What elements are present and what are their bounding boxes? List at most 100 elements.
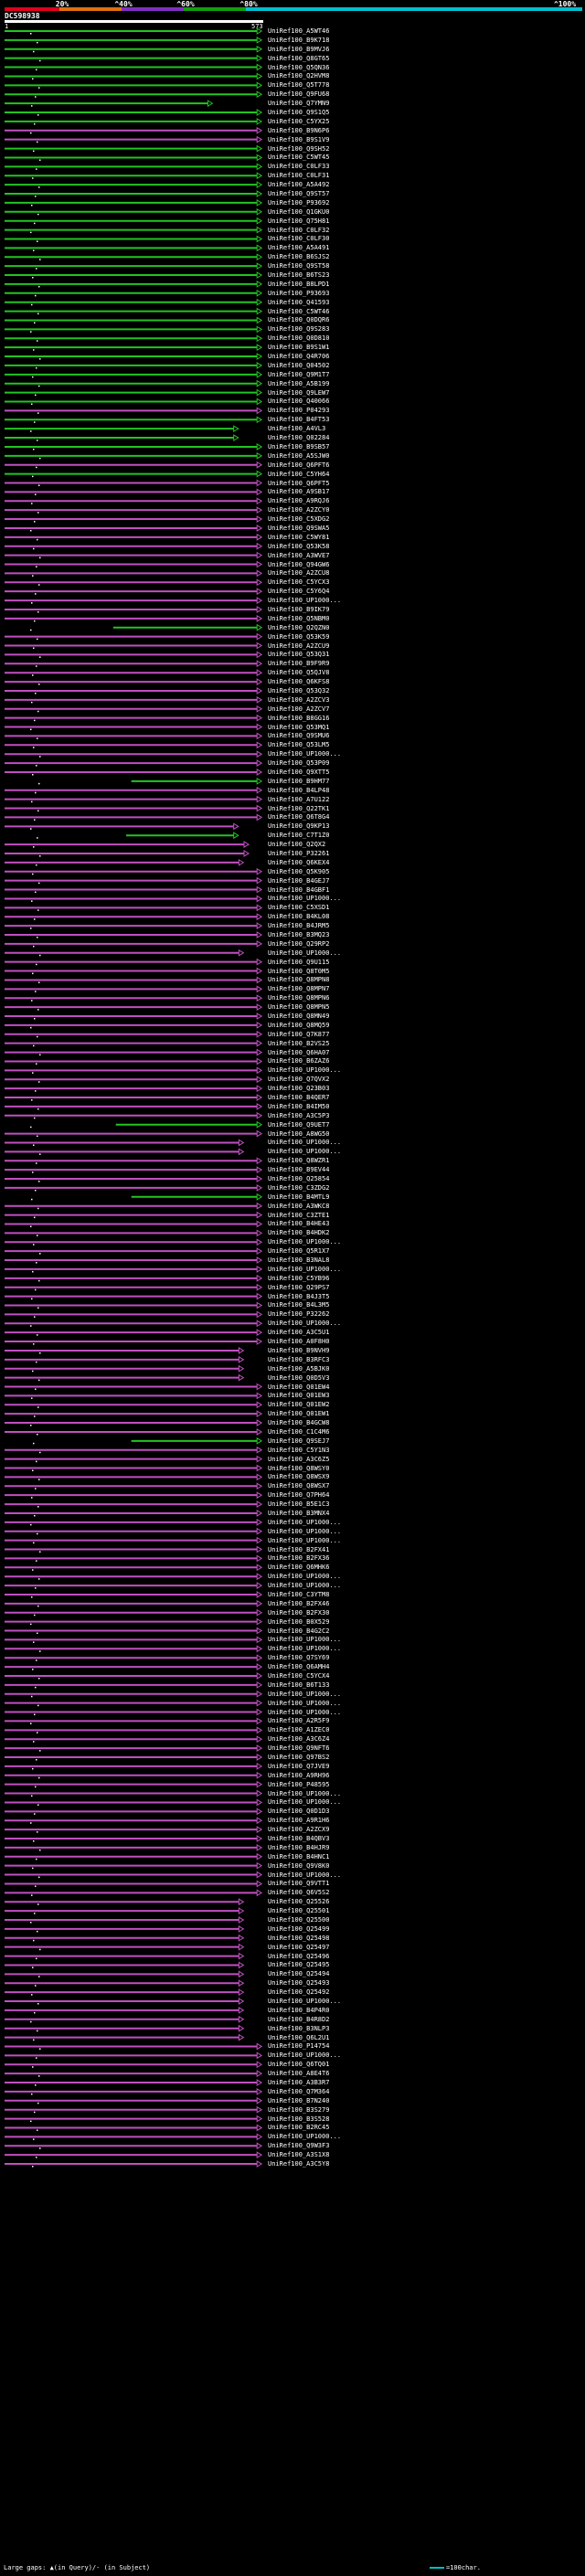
hit-label[interactable]: UniRef100_UP1000... [268, 1871, 342, 1879]
hit-label[interactable]: UniRef100_C0LF31 [268, 172, 330, 180]
hit-label[interactable]: UniRef100_UP1000... [268, 895, 342, 903]
hit-label[interactable]: UniRef100_UP1000... [268, 1066, 342, 1075]
hit-label[interactable]: UniRef100_B4HE43 [268, 1220, 330, 1228]
hit-label[interactable]: UniRef100_C7T1Z0 [268, 832, 330, 840]
hit-label[interactable]: UniRef100_A9SB17 [268, 488, 330, 496]
hit-label[interactable]: UniRef100_UP1000... [268, 597, 342, 605]
hit-label[interactable]: UniRef100_B9NVH9 [268, 1346, 330, 1354]
hit-label[interactable]: UniRef100_B9SB57 [268, 442, 330, 451]
hit-label[interactable]: UniRef100_Q01EW4 [268, 1383, 330, 1391]
hit-label[interactable]: UniRef100_A2ZCX9 [268, 1826, 330, 1834]
hit-label[interactable]: UniRef100_A2ZCY0 [268, 506, 330, 514]
hit-label[interactable]: UniRef100_Q6PFT6 [268, 461, 330, 469]
hit-label[interactable]: UniRef100_A4VL3 [268, 425, 326, 433]
hit-label[interactable]: UniRef100_P32261 [268, 849, 330, 857]
hit-label[interactable]: UniRef100_B3NLP3 [268, 2024, 330, 2032]
hit-label[interactable]: UniRef100_Q6HA07 [268, 1048, 330, 1056]
hit-label[interactable]: UniRef100_Q7QVX2 [268, 1076, 330, 1084]
hit-label[interactable]: UniRef100_A2ZCV7 [268, 705, 330, 713]
hit-label[interactable]: UniRef100_Q97BS2 [268, 1753, 330, 1761]
hit-label[interactable]: UniRef100_P04293 [268, 407, 330, 415]
hit-label[interactable]: UniRef100_B4HNC1 [268, 1852, 330, 1860]
hit-label[interactable]: UniRef100_Q5QN36 [268, 63, 330, 71]
hit-label[interactable]: UniRef100_Q41593 [268, 298, 330, 306]
hit-label[interactable]: UniRef100_Q9NFT6 [268, 1744, 330, 1753]
hit-label[interactable]: UniRef100_Q7K877 [268, 1030, 330, 1038]
hit-label[interactable]: UniRef100_B4L3M5 [268, 1301, 330, 1309]
hit-label[interactable]: UniRef100_Q25526 [268, 1898, 330, 1906]
hit-label[interactable]: UniRef100_B6SJS2 [268, 253, 330, 261]
hit-label[interactable]: UniRef100_A2ZCU9 [268, 641, 330, 650]
hit-label[interactable]: UniRef100_Q29RP2 [268, 939, 330, 948]
hit-label[interactable]: UniRef100_UP1000... [268, 1699, 342, 1707]
hit-label[interactable]: UniRef100_Q7JVE9 [268, 1762, 330, 1770]
hit-label[interactable]: UniRef100_A8E4T6 [268, 2070, 330, 2078]
hit-label[interactable]: UniRef100_C5YB96 [268, 1274, 330, 1282]
hit-label[interactable]: UniRef100_Q0D810 [268, 334, 330, 343]
hit-label[interactable]: UniRef100_A5SJW0 [268, 451, 330, 460]
hit-label[interactable]: UniRef100_Q22TK1 [268, 804, 330, 812]
hit-label[interactable]: UniRef100_UP1000... [268, 1148, 342, 1156]
hit-label[interactable]: UniRef100_A5A491 [268, 244, 330, 252]
hit-label[interactable]: UniRef100_Q9VTT1 [268, 1880, 330, 1888]
hit-label[interactable]: UniRef100_Q7M364 [268, 2087, 330, 2095]
hit-label[interactable]: UniRef100_C0LF32 [268, 226, 330, 234]
hit-label[interactable]: UniRef100_B4KL08 [268, 913, 330, 921]
hit-label[interactable]: UniRef100_Q53K58 [268, 542, 330, 550]
hit-label[interactable]: UniRef100_Q9SH52 [268, 144, 330, 153]
hit-label[interactable]: UniRef100_B4GEJ7 [268, 876, 330, 885]
hit-label[interactable]: UniRef100_B9HM77 [268, 777, 330, 785]
hit-label[interactable]: UniRef100_Q8GT65 [268, 54, 330, 62]
hit-label[interactable]: UniRef100_B3NAL8 [268, 1256, 330, 1265]
hit-label[interactable]: UniRef100_B4QER7 [268, 1094, 330, 1102]
hit-label[interactable]: UniRef100_B9N6P6 [268, 126, 330, 134]
hit-label[interactable]: UniRef100_B4LP48 [268, 786, 330, 794]
hit-label[interactable]: UniRef100_C5WT46 [268, 307, 330, 315]
hit-label[interactable]: UniRef100_Q25495 [268, 1961, 330, 1969]
hit-label[interactable]: UniRef100_B4P4R0 [268, 2006, 330, 2014]
hit-label[interactable]: UniRef100_B3MQ23 [268, 931, 330, 938]
hit-label[interactable]: UniRef100_Q25500 [268, 1916, 330, 1924]
hit-label[interactable]: UniRef100_Q6T8G4 [268, 813, 330, 822]
hit-label[interactable]: UniRef100_Q23B03 [268, 1085, 330, 1093]
hit-label[interactable]: UniRef100_Q8WSX7 [268, 1482, 330, 1490]
hit-label[interactable]: UniRef100_Q53P09 [268, 759, 330, 768]
hit-label[interactable]: UniRef100_Q2QZN0 [268, 623, 330, 631]
hit-label[interactable]: UniRef100_B9S1V9 [268, 135, 330, 143]
hit-label[interactable]: UniRef100_A2ZCU8 [268, 569, 330, 578]
hit-label[interactable]: UniRef100_Q25497 [268, 1943, 330, 1951]
hit-label[interactable]: UniRef100_A8WG50 [268, 1129, 330, 1138]
hit-label[interactable]: UniRef100_Q01EW2 [268, 1401, 330, 1409]
hit-label[interactable]: UniRef100_B4FT53 [268, 416, 330, 424]
hit-label[interactable]: UniRef100_Q94GW6 [268, 560, 330, 568]
hit-label[interactable]: UniRef100_Q9S283 [268, 325, 330, 334]
hit-label[interactable]: UniRef100_A5A492 [268, 181, 330, 189]
hit-label[interactable]: UniRef100_Q53Q31 [268, 651, 330, 659]
hit-label[interactable]: UniRef100_Q8MPN6 [268, 994, 330, 1002]
hit-label[interactable]: UniRef100_C5XDG2 [268, 515, 330, 524]
hit-label[interactable]: UniRef100_B3S528 [268, 2115, 330, 2123]
hit-label[interactable]: UniRef100_C5YX25 [268, 117, 330, 125]
hit-label[interactable]: UniRef100_Q25498 [268, 1934, 330, 1942]
hit-label[interactable]: UniRef100_Q25493 [268, 1979, 330, 1988]
hit-label[interactable]: UniRef100_Q0D1D3 [268, 1807, 330, 1816]
hit-label[interactable]: UniRef100_A9RQJ6 [268, 497, 330, 505]
hit-label[interactable]: UniRef100_B4JRM5 [268, 922, 330, 930]
hit-label[interactable]: UniRef100_Q7SY69 [268, 1654, 330, 1662]
hit-label[interactable]: UniRef100_Q9UET7 [268, 1120, 330, 1129]
hit-label[interactable]: UniRef100_C0LF30 [268, 235, 330, 243]
hit-label[interactable]: UniRef100_B6TS23 [268, 271, 330, 280]
hit-label[interactable]: UniRef100_Q8T0M5 [268, 967, 330, 975]
hit-label[interactable]: UniRef100_Q25501 [268, 1907, 330, 1915]
hit-label[interactable]: UniRef100_Q6AMH4 [268, 1663, 330, 1671]
hit-label[interactable]: UniRef100_A5BJK0 [268, 1364, 330, 1373]
hit-label[interactable]: UniRef100_Q25499 [268, 1924, 330, 1933]
hit-label[interactable]: UniRef100_B3S279 [268, 2105, 330, 2114]
hit-label[interactable]: UniRef100_B4R8D2 [268, 2015, 330, 2023]
hit-label[interactable]: UniRef100_B6ZAZ6 [268, 1057, 330, 1065]
hit-label[interactable]: UniRef100_Q9ST57 [268, 190, 330, 198]
hit-label[interactable]: UniRef100_Q9M1T7 [268, 370, 330, 378]
hit-label[interactable]: UniRef100_Q8MPN8 [268, 976, 330, 984]
hit-label[interactable]: UniRef100_P48595 [268, 1780, 330, 1788]
hit-label[interactable]: UniRef100_UP1000... [268, 1139, 342, 1147]
